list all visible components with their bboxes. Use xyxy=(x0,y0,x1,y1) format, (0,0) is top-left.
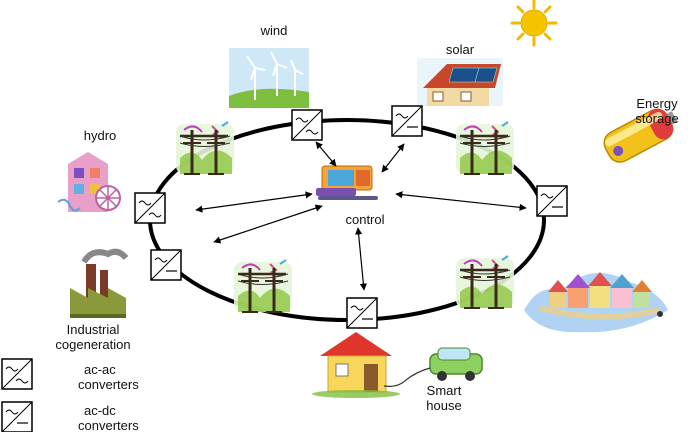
label-industrial-cogeneration: Industrial cogeneration xyxy=(36,322,150,352)
label-energy-storage: Energy storage xyxy=(624,96,690,126)
legend-acac-line2: converters xyxy=(78,377,139,392)
town-icon xyxy=(524,272,668,333)
legend-acdc-line1: ac-dc xyxy=(84,403,116,418)
legend-acac-label: ac-ac converters xyxy=(78,362,139,392)
label-smart-house-line2: house xyxy=(426,398,462,413)
label-industrial-line2: cogeneration xyxy=(55,337,131,352)
hydro-plant-icon xyxy=(57,152,121,212)
wind-turbine-icon xyxy=(229,48,309,108)
label-hydro: hydro xyxy=(83,128,117,143)
label-smart-house: Smart house xyxy=(414,383,474,413)
acac-converter-wind xyxy=(291,109,323,141)
legend-acdc-label: ac-dc converters xyxy=(78,403,139,433)
factory-icon xyxy=(70,248,129,318)
power-pole-icon xyxy=(456,122,514,174)
label-energy-storage-line2: storage xyxy=(635,111,679,126)
legend-acdc-line2: converters xyxy=(78,418,139,433)
computer-icon xyxy=(316,165,378,200)
label-solar: solar xyxy=(445,42,475,57)
label-energy-storage-line1: Energy xyxy=(636,96,678,111)
label-control: control xyxy=(345,212,385,227)
acdc-converter-solar xyxy=(391,105,423,137)
arrow-control-wind xyxy=(315,141,337,167)
battery-icon xyxy=(603,108,678,163)
acdc-converter-industrial xyxy=(150,249,182,281)
legend-acdc-symbol xyxy=(1,401,33,432)
label-smart-house-line1: Smart xyxy=(426,383,462,398)
arrow-control-hydro xyxy=(195,191,313,213)
arrow-control-smarthouse xyxy=(355,227,367,291)
house-icon xyxy=(312,332,400,398)
legend-acac-line1: ac-ac xyxy=(84,362,116,377)
arrow-control-solar xyxy=(381,143,405,173)
arrow-control-industrial xyxy=(213,204,323,244)
label-wind: wind xyxy=(260,23,288,38)
label-industrial-line1: Industrial xyxy=(66,322,120,337)
acdc-converter-smarthouse xyxy=(346,297,378,329)
sun-icon xyxy=(510,0,558,47)
power-pole-icon xyxy=(176,122,234,174)
acac-converter-hydro xyxy=(134,192,166,224)
arrow-control-storage xyxy=(395,191,527,211)
legend-acac-symbol xyxy=(1,358,33,390)
power-pole-icon xyxy=(234,260,292,312)
electric-car-icon xyxy=(383,347,483,387)
power-pole-icon xyxy=(456,256,514,308)
solar-house-icon xyxy=(417,58,503,106)
acdc-converter-storage xyxy=(536,185,568,217)
